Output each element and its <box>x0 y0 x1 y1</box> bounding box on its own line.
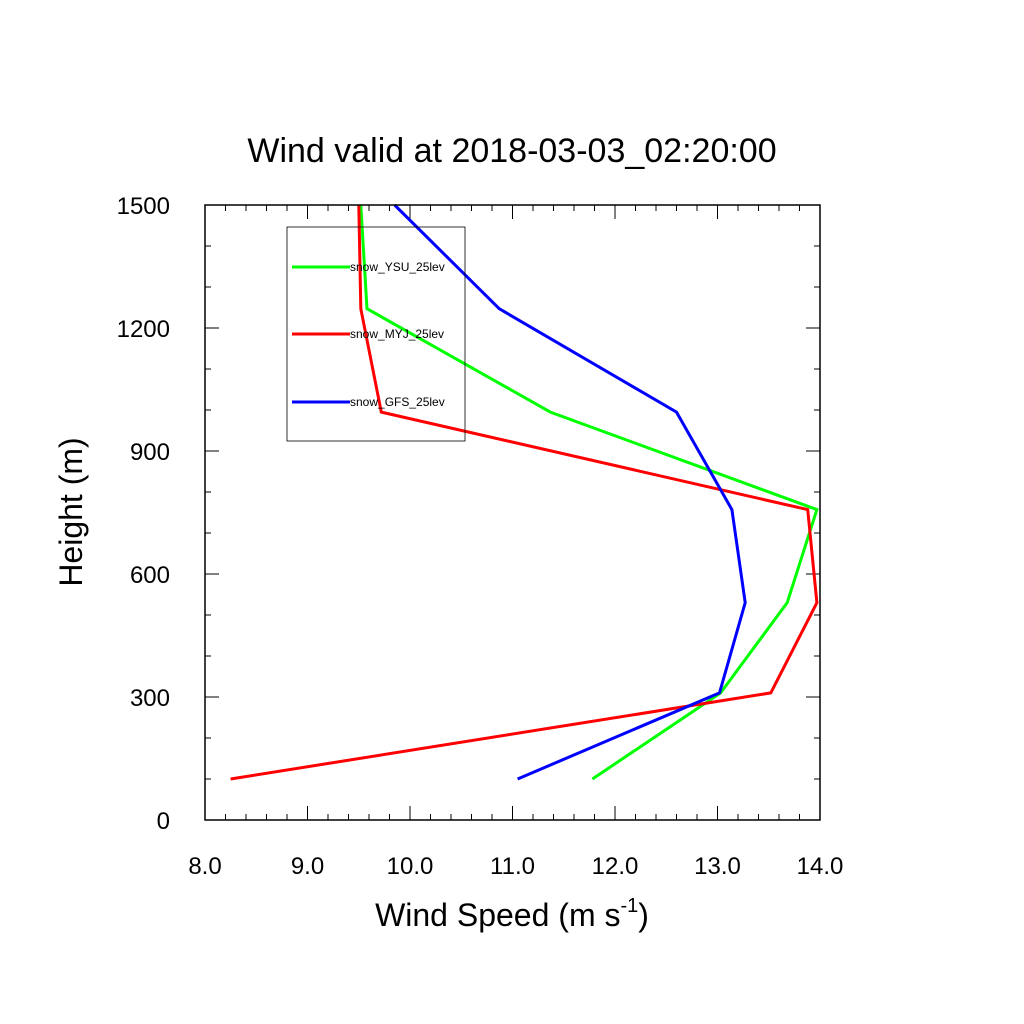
plot-frame <box>204 204 821 821</box>
y-tick-label: 1200 <box>117 316 170 343</box>
x-tick-labels: 8.0 9.0 10.0 11.0 12.0 13.0 14.0 <box>188 853 843 880</box>
y-tick-label: 1500 <box>117 193 170 220</box>
x-tick-label: 13.0 <box>694 853 741 880</box>
x-tick-label: 12.0 <box>592 853 639 880</box>
x-tick-label: 10.0 <box>387 853 434 880</box>
series-layer <box>230 203 819 781</box>
legend-label: snow_MYJ_25lev <box>350 327 444 341</box>
series-line <box>359 204 819 781</box>
chart-title: Wind valid at 2018-03-03_02:20:00 <box>247 132 776 170</box>
y-tick-label: 300 <box>130 685 170 712</box>
series-line <box>393 203 747 781</box>
x-tick-label: 11.0 <box>490 853 535 880</box>
legend-label: snow_GFS_25lev <box>350 395 445 409</box>
y-tick-label: 600 <box>130 562 170 589</box>
axis-ticks <box>204 204 821 821</box>
x-axis-label-end: ) <box>638 897 649 933</box>
legend-box <box>286 226 466 442</box>
y-tick-label: 0 <box>157 808 170 835</box>
series-snow_GFS_25lev <box>393 203 747 781</box>
y-tick-labels: 0 300 600 900 1200 1500 <box>117 193 170 835</box>
legend-label: snow_YSU_25lev <box>350 260 445 274</box>
legend: snow_YSU_25lev snow_MYJ_25lev snow_GFS_25l… <box>286 226 466 442</box>
x-axis-label: Wind Speed (m s-1) <box>375 895 649 933</box>
legend-entries: snow_YSU_25lev snow_MYJ_25lev snow_GFS_25l… <box>292 260 445 409</box>
x-axis-label-superscript: -1 <box>620 895 638 917</box>
series-snow_YSU_25lev <box>359 204 819 781</box>
y-axis-label: Height (m) <box>53 437 89 586</box>
x-tick-label: 9.0 <box>291 853 324 880</box>
series-line <box>230 204 819 781</box>
x-tick-label: 8.0 <box>188 853 221 880</box>
y-tick-label: 900 <box>130 439 170 466</box>
series-snow_MYJ_25lev <box>230 204 819 781</box>
x-axis-label-main: Wind Speed (m s <box>375 897 620 933</box>
x-tick-label: 14.0 <box>797 853 844 880</box>
